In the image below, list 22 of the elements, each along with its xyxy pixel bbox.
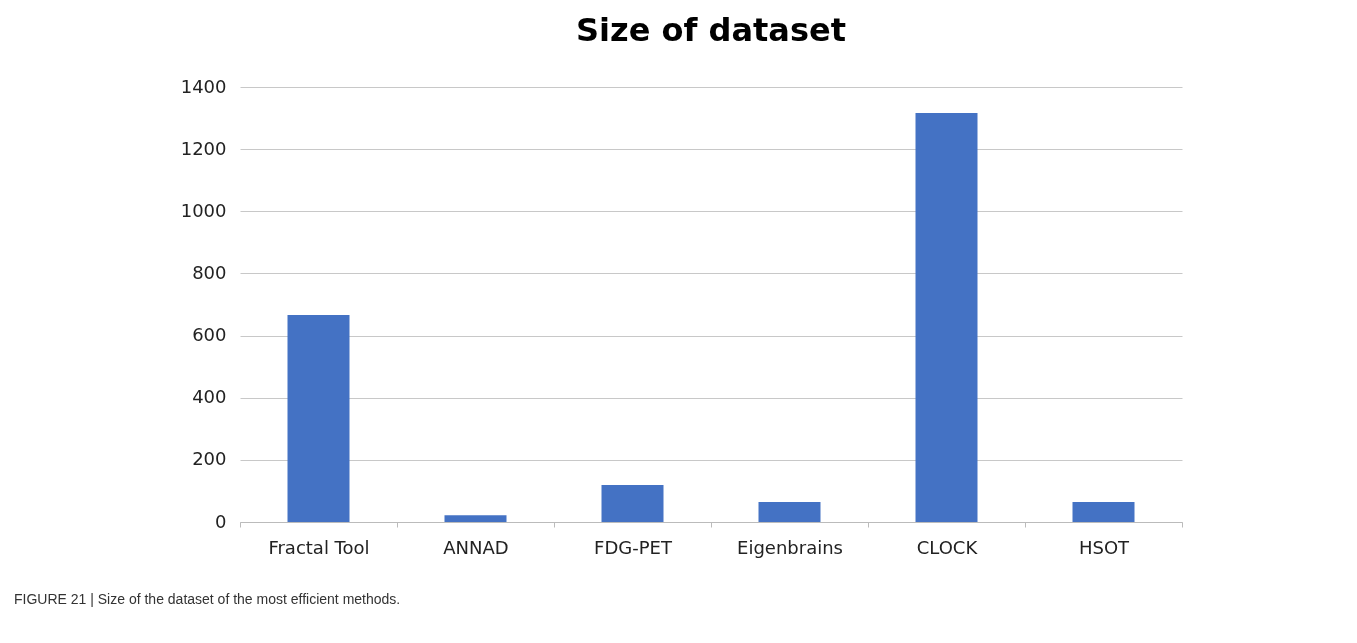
y-tick-label: 400 — [192, 386, 227, 408]
x-tick-label: FDG-PET — [594, 536, 673, 558]
bar — [1072, 502, 1135, 522]
y-tick-label: 600 — [192, 324, 227, 346]
x-tick-label: CLOCK — [916, 536, 979, 558]
bar — [758, 502, 821, 522]
y-tick-label: 1200 — [180, 137, 227, 159]
x-tick-label: Fractal Tool — [268, 536, 370, 558]
bar — [287, 315, 350, 522]
y-tick-label: 200 — [192, 448, 227, 470]
x-tick-label: HSOT — [1078, 536, 1131, 558]
y-tick-label: 800 — [192, 261, 227, 283]
caption: FIGURE 21 | Size of the dataset of the most efficient methods. — [14, 591, 402, 607]
y-tick-label: 0 — [215, 510, 227, 532]
bar — [915, 113, 978, 522]
x-tick-label: Eigenbrains — [737, 536, 843, 558]
chart-title: Size of dataset — [576, 11, 846, 49]
y-tick-label: 1000 — [180, 199, 227, 221]
bar — [601, 485, 664, 522]
y-tick-label: 1400 — [180, 75, 227, 97]
bar — [444, 515, 507, 522]
x-tick-label: ANNAD — [443, 536, 509, 558]
